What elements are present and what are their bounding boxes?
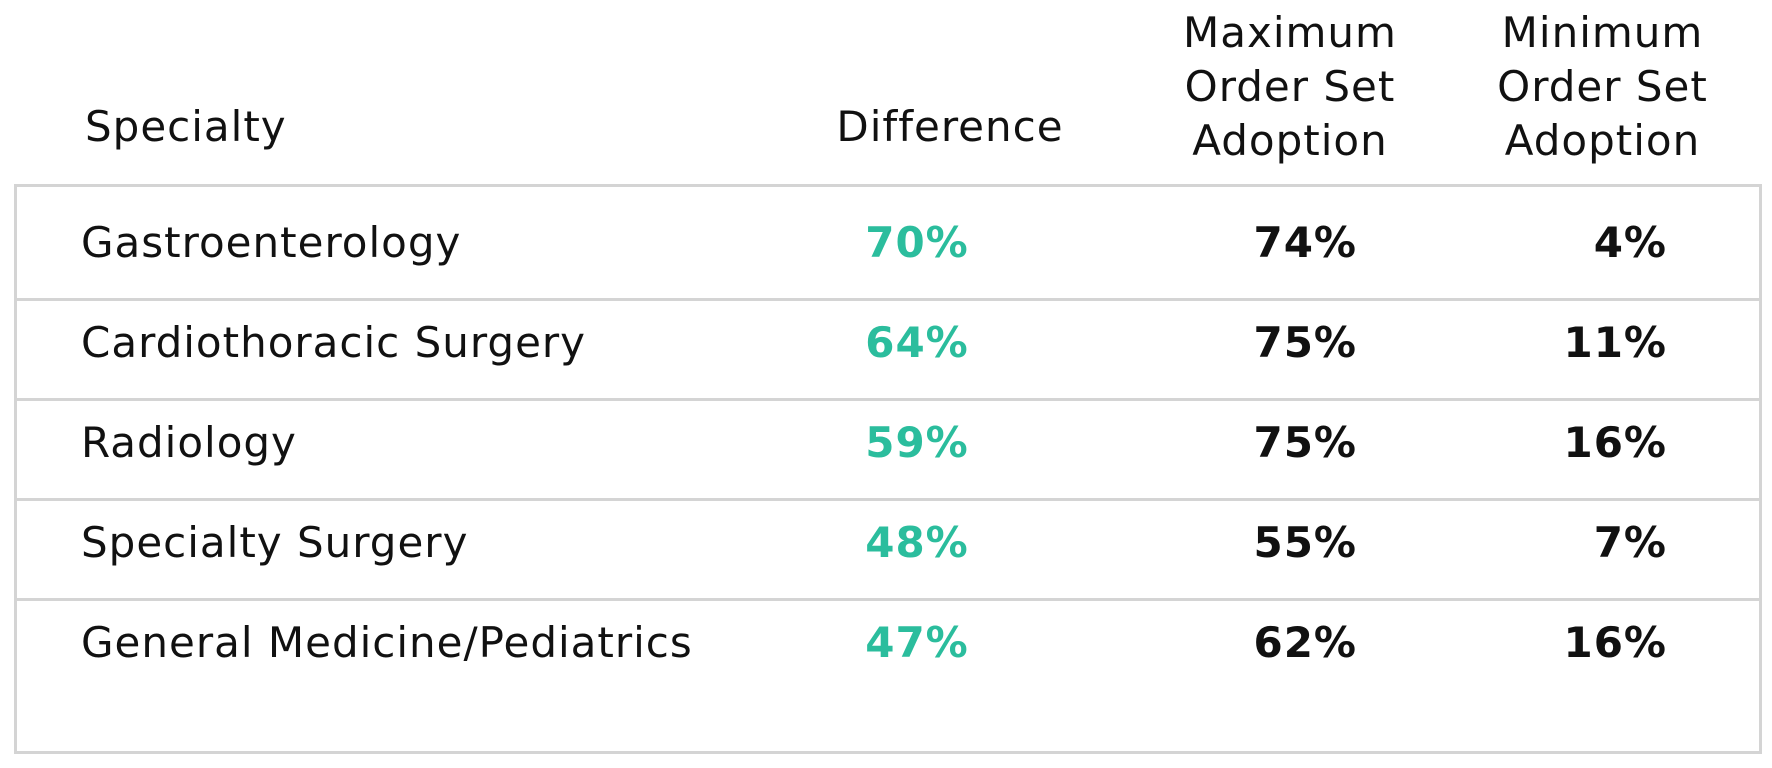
cell-difference: 48% xyxy=(865,518,969,567)
column-header-minimum-adoption: Minimum Order Set Adoption xyxy=(1470,6,1735,168)
table-row: Specialty Surgery 48% 55% 7% xyxy=(17,487,1759,601)
cell-minimum-adoption: 4% xyxy=(1593,218,1667,267)
cell-difference: 64% xyxy=(865,318,969,367)
table-row: Radiology 59% 75% 16% xyxy=(17,387,1759,501)
column-header-minimum-line-1: Minimum xyxy=(1501,8,1704,57)
cell-difference: 70% xyxy=(865,218,969,267)
cell-difference: 59% xyxy=(865,418,969,467)
table-row: Gastroenterology 70% 74% 4% xyxy=(17,187,1759,301)
column-header-minimum-line-2: Order Set xyxy=(1497,62,1708,111)
cell-specialty: Gastroenterology xyxy=(81,218,462,267)
column-header-maximum-line-1: Maximum xyxy=(1183,8,1397,57)
cell-maximum-adoption: 55% xyxy=(1253,518,1357,567)
cell-minimum-adoption: 16% xyxy=(1563,618,1667,667)
column-header-maximum-adoption: Maximum Order Set Adoption xyxy=(1155,6,1425,168)
cell-minimum-adoption: 11% xyxy=(1563,318,1667,367)
cell-difference: 47% xyxy=(865,618,969,667)
table-row: General Medicine/Pediatrics 47% 62% 16% xyxy=(17,587,1759,701)
cell-specialty: Cardiothoracic Surgery xyxy=(81,318,587,367)
column-header-maximum-line-2: Order Set xyxy=(1184,62,1396,111)
column-header-maximum-line-3: Adoption xyxy=(1192,116,1388,165)
column-header-specialty: Specialty xyxy=(85,102,287,151)
cell-maximum-adoption: 75% xyxy=(1253,318,1357,367)
cell-specialty: Radiology xyxy=(81,418,297,467)
cell-maximum-adoption: 75% xyxy=(1253,418,1357,467)
cell-maximum-adoption: 74% xyxy=(1253,218,1357,267)
cell-specialty: General Medicine/Pediatrics xyxy=(81,618,693,667)
cell-minimum-adoption: 7% xyxy=(1593,518,1667,567)
cell-maximum-adoption: 62% xyxy=(1253,618,1357,667)
adoption-table: Gastroenterology 70% 74% 4% Cardiothorac… xyxy=(14,184,1762,754)
column-header-minimum-line-3: Adoption xyxy=(1504,116,1701,165)
table-header: Specialty Difference Maximum Order Set A… xyxy=(0,0,1772,185)
cell-specialty: Specialty Surgery xyxy=(81,518,469,567)
cell-minimum-adoption: 16% xyxy=(1563,418,1667,467)
table-row: Cardiothoracic Surgery 64% 75% 11% xyxy=(17,287,1759,401)
column-header-difference: Difference xyxy=(836,102,1064,151)
